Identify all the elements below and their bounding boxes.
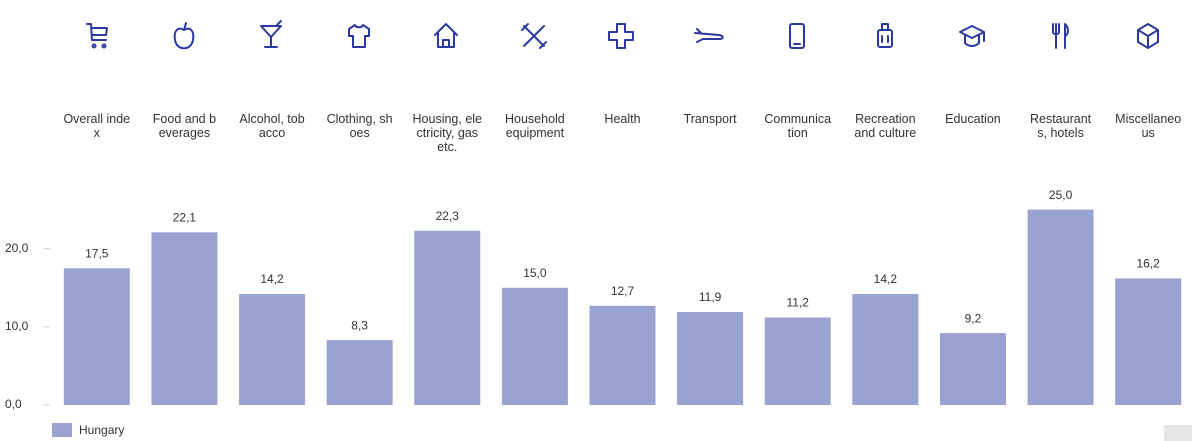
icon-cocktail — [260, 20, 282, 48]
bar — [63, 268, 130, 405]
value-label: 12,7 — [611, 284, 635, 298]
category-label: Food and beverages — [152, 112, 217, 140]
category-label: Alcohol, tobacco — [239, 112, 305, 140]
value-label: 22,3 — [436, 209, 460, 223]
value-label: 22,1 — [173, 210, 197, 224]
bar — [852, 294, 919, 405]
value-label: 16,2 — [1137, 257, 1161, 271]
legend: Hungary — [52, 423, 124, 437]
value-label: 14,2 — [874, 272, 898, 286]
category-label: Restaurants, hotels — [1029, 112, 1092, 140]
category-label: Miscellaneous — [1115, 112, 1182, 140]
icon-house — [434, 23, 458, 48]
scroll-corner — [1164, 425, 1192, 441]
icon-graduation — [959, 25, 985, 47]
icon-plane — [694, 28, 724, 43]
value-label: 9,2 — [965, 311, 982, 325]
icon-cross — [608, 23, 634, 49]
category-label: Household equipment — [504, 112, 565, 140]
y-tick-label: 0,0 — [5, 397, 22, 411]
category-label: Transport — [683, 112, 737, 126]
y-tick-label: 10,0 — [5, 319, 29, 333]
category-label: Clothing, shoes — [326, 112, 393, 140]
category-label: Overall index — [63, 112, 131, 140]
bar — [1027, 209, 1094, 405]
category-icons — [86, 20, 1159, 50]
icon-tools — [521, 23, 547, 49]
bar — [501, 287, 568, 405]
value-label: 25,0 — [1049, 188, 1073, 202]
y-tick-label: 20,0 — [5, 241, 29, 255]
icon-cutlery — [1052, 23, 1069, 49]
icon-phone — [789, 23, 805, 49]
value-label: 17,5 — [85, 246, 109, 260]
value-label: 15,0 — [523, 266, 547, 280]
icon-apple — [173, 22, 195, 50]
bar — [239, 294, 306, 405]
bar — [326, 340, 393, 405]
bar — [151, 232, 218, 405]
icon-luggage — [877, 23, 893, 48]
icon-shirt — [348, 24, 370, 48]
value-label: 14,2 — [260, 272, 284, 286]
bar — [939, 333, 1006, 405]
icon-cart — [86, 23, 108, 49]
legend-label: Hungary — [79, 423, 125, 437]
category-label: Education — [945, 112, 1001, 126]
bar — [1115, 278, 1182, 405]
bar — [589, 305, 656, 405]
bar — [764, 317, 831, 405]
category-label: Housing, electricity, gas etc. — [412, 112, 483, 154]
category-label: Health — [604, 112, 641, 126]
value-label: 11,9 — [699, 290, 722, 304]
bar — [414, 230, 481, 405]
value-label: 11,2 — [786, 296, 809, 310]
bar — [677, 312, 744, 405]
category-label: Communication — [764, 112, 832, 140]
legend-swatch — [52, 423, 72, 437]
category-label: Recreation and culture — [854, 112, 917, 140]
icon-box — [1137, 23, 1159, 49]
value-label: 8,3 — [351, 318, 368, 332]
